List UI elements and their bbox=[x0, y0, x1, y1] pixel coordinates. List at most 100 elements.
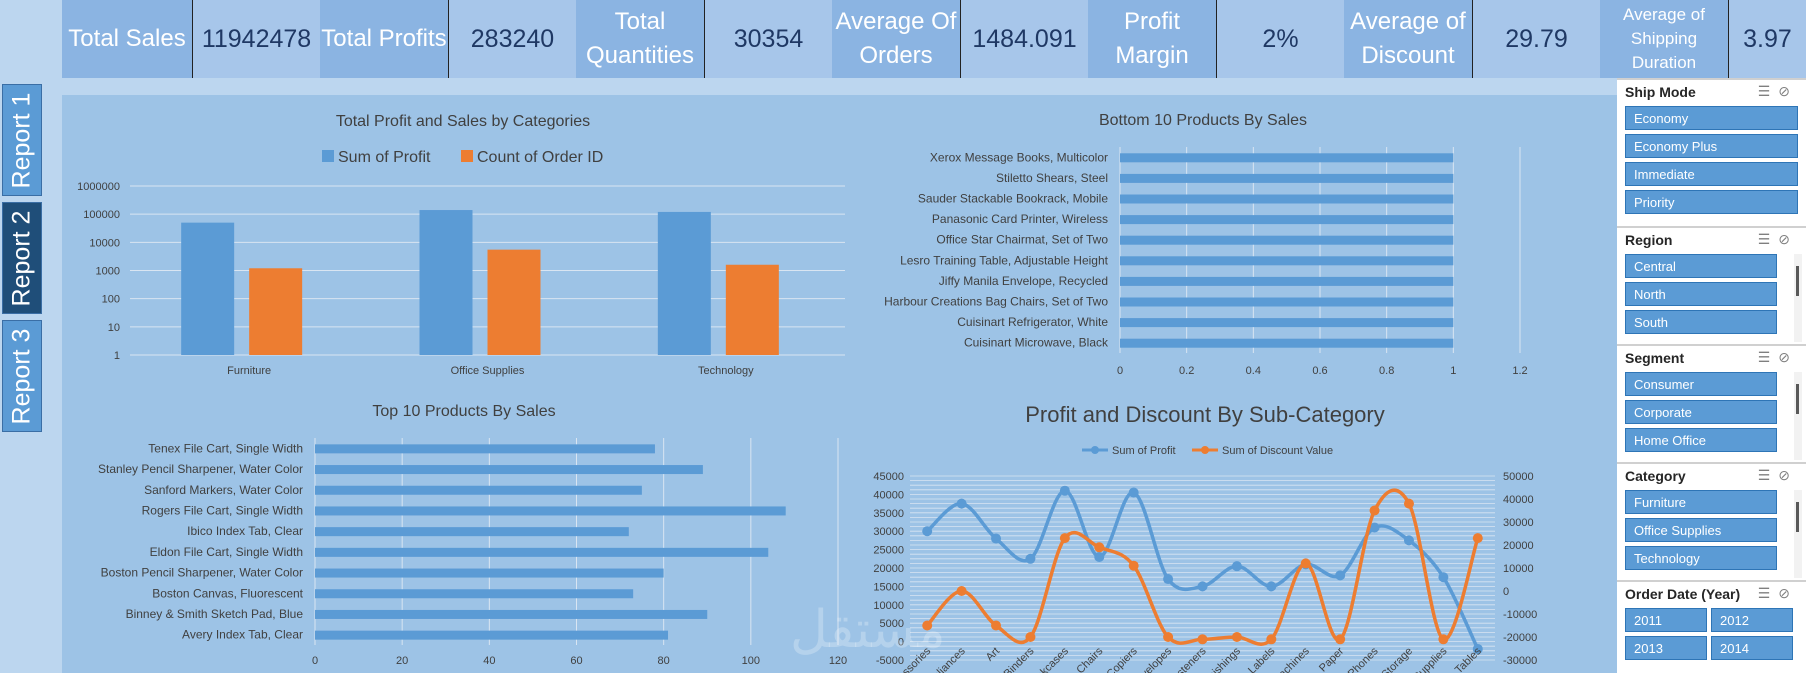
x-tick-label: 0.2 bbox=[1179, 365, 1194, 377]
multi-select-icon[interactable]: ☰ bbox=[1757, 467, 1779, 483]
bar-orders bbox=[487, 249, 541, 355]
bar bbox=[1120, 256, 1454, 266]
slicer-item[interactable]: 2014 bbox=[1711, 636, 1793, 660]
slicer-item[interactable]: Office Supplies bbox=[1625, 518, 1777, 542]
slicer-item[interactable]: North bbox=[1625, 282, 1777, 306]
multi-select-icon[interactable]: ☰ bbox=[1757, 231, 1779, 247]
slicer-scrollbar[interactable] bbox=[1794, 490, 1802, 578]
slicer-item[interactable]: Furniture bbox=[1625, 490, 1777, 514]
bar bbox=[1120, 215, 1454, 225]
series-point-discount bbox=[1231, 632, 1242, 642]
series-point-profit bbox=[1128, 487, 1139, 498]
y-left-tick-label: 15000 bbox=[873, 581, 904, 593]
y-left-tick-label: -5000 bbox=[876, 655, 904, 667]
legend-swatch-profit bbox=[322, 150, 334, 162]
series-point-discount bbox=[1128, 560, 1139, 571]
slicer-item[interactable]: South bbox=[1625, 310, 1777, 334]
category-label: Binney & Smith Sketch Pad, Blue bbox=[126, 607, 304, 621]
slicer-tools: ☰⊘ bbox=[1758, 231, 1798, 248]
category-label: Stanley Pencil Sharpener, Water Color bbox=[98, 462, 303, 476]
slicer-item[interactable]: 2012 bbox=[1711, 608, 1793, 632]
bar bbox=[315, 506, 786, 516]
bar-profit bbox=[181, 222, 235, 355]
slicer-tools: ☰⊘ bbox=[1758, 467, 1798, 484]
slicer-item[interactable]: Home Office bbox=[1625, 428, 1777, 452]
x-tick-label: 60 bbox=[570, 655, 582, 667]
clear-filter-icon[interactable]: ⊘ bbox=[1778, 585, 1798, 601]
bar-profit bbox=[419, 210, 473, 355]
chart-title: Total Profit and Sales by Categories bbox=[336, 113, 590, 130]
y-right-tick-label: 0 bbox=[1503, 586, 1509, 598]
scrollbar-thumb[interactable] bbox=[1796, 266, 1799, 296]
kpi-label-1: Total Sales bbox=[62, 0, 192, 78]
slicer-order-date-year: Order Date (Year) ☰⊘ 2011 2012 2013 2014 bbox=[1617, 580, 1806, 673]
series-point-profit bbox=[1438, 572, 1449, 583]
charts-canvas: Total Profit and Sales by Categories Sum … bbox=[77, 112, 1537, 673]
y-tick-label: 100000 bbox=[83, 209, 120, 221]
legend-swatch-orders bbox=[461, 150, 473, 162]
x-tick-label: Office Supplies bbox=[451, 365, 525, 377]
slicer-scrollbar[interactable] bbox=[1794, 254, 1802, 342]
series-point-profit bbox=[1094, 551, 1105, 562]
tab-report-2[interactable]: Report 2 bbox=[2, 202, 42, 314]
x-tick-label: Storage bbox=[1379, 645, 1415, 673]
clear-filter-icon[interactable]: ⊘ bbox=[1778, 349, 1798, 365]
x-tick-label: Binders bbox=[1002, 645, 1037, 673]
slicer-region: Region ☰⊘ Central North South bbox=[1617, 226, 1806, 344]
y-left-tick-label: 20000 bbox=[873, 563, 904, 575]
x-tick-label: 0.8 bbox=[1379, 365, 1394, 377]
tab-report-1[interactable]: Report 1 bbox=[2, 84, 42, 196]
slicer-tools: ☰⊘ bbox=[1758, 349, 1798, 366]
series-line-discount bbox=[925, 488, 1480, 646]
bar bbox=[1120, 318, 1454, 328]
slicer-item[interactable]: Immediate bbox=[1625, 162, 1798, 186]
slicer-scrollbar[interactable] bbox=[1794, 372, 1802, 460]
tab-report-3[interactable]: Report 3 bbox=[2, 320, 42, 432]
slicer-item[interactable]: 2011 bbox=[1625, 608, 1707, 632]
series-point-discount bbox=[1094, 542, 1105, 553]
slicer-item[interactable]: Economy Plus bbox=[1625, 134, 1798, 158]
y-left-tick-label: 25000 bbox=[873, 545, 904, 557]
series-point-profit bbox=[1231, 561, 1242, 572]
y-left-tick-label: 5000 bbox=[880, 618, 904, 630]
series-point-profit bbox=[1403, 535, 1414, 546]
scrollbar-thumb[interactable] bbox=[1796, 384, 1799, 414]
multi-select-icon[interactable]: ☰ bbox=[1757, 83, 1779, 99]
y-right-tick-label: 30000 bbox=[1503, 517, 1534, 529]
x-tick-label: Fasteners bbox=[1166, 645, 1209, 673]
scrollbar-thumb[interactable] bbox=[1796, 502, 1799, 532]
category-label: Rogers File Cart, Single Width bbox=[142, 503, 303, 517]
category-label: Ibico Index Tab, Clear bbox=[187, 524, 303, 538]
bar-orders bbox=[725, 264, 779, 355]
category-label: Tenex File Cart, Single Width bbox=[148, 441, 303, 455]
slicer-item[interactable]: Economy bbox=[1625, 106, 1798, 130]
bar bbox=[315, 527, 629, 537]
kpi-value-1: 11942478 bbox=[192, 0, 320, 78]
slicer-item[interactable]: Central bbox=[1625, 254, 1777, 278]
legend-marker-discount bbox=[1201, 446, 1209, 454]
slicer-item[interactable]: Priority bbox=[1625, 190, 1798, 214]
clear-filter-icon[interactable]: ⊘ bbox=[1778, 231, 1798, 247]
clear-filter-icon[interactable]: ⊘ bbox=[1778, 467, 1798, 483]
series-point-profit bbox=[1335, 570, 1346, 581]
series-point-discount bbox=[1438, 634, 1449, 645]
bar bbox=[315, 547, 769, 557]
bar bbox=[1120, 235, 1454, 245]
y-right-tick-label: -10000 bbox=[1503, 609, 1537, 621]
y-right-tick-label: 40000 bbox=[1503, 494, 1534, 506]
x-tick-label: Paper bbox=[1317, 645, 1346, 673]
y-left-tick-label: 10000 bbox=[873, 600, 904, 612]
slicer-item[interactable]: Consumer bbox=[1625, 372, 1777, 396]
x-tick-label: 80 bbox=[658, 655, 670, 667]
multi-select-icon[interactable]: ☰ bbox=[1757, 349, 1779, 365]
y-left-tick-label: 35000 bbox=[873, 508, 904, 520]
slicer-item[interactable]: Technology bbox=[1625, 546, 1777, 570]
kpi-value-2: 283240 bbox=[448, 0, 576, 78]
slicer-item[interactable]: 2013 bbox=[1625, 636, 1707, 660]
multi-select-icon[interactable]: ☰ bbox=[1757, 585, 1779, 601]
slicer-item[interactable]: Corporate bbox=[1625, 400, 1777, 424]
clear-filter-icon[interactable]: ⊘ bbox=[1778, 83, 1798, 99]
series-point-discount bbox=[1300, 558, 1311, 569]
y-left-tick-label: 45000 bbox=[873, 471, 904, 483]
series-point-discount bbox=[922, 620, 933, 631]
